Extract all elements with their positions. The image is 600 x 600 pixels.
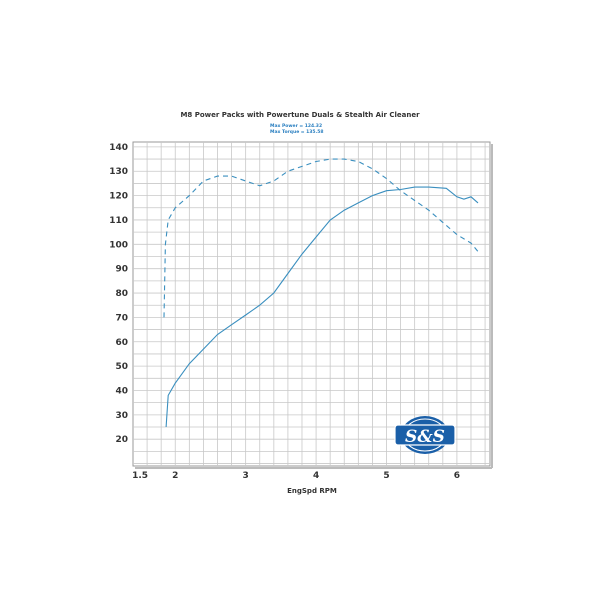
- y-tick-label: 90: [115, 265, 128, 275]
- y-tick-label: 110: [109, 216, 128, 226]
- x-axis-label: EngSpd RPM: [287, 487, 337, 495]
- y-tick-label: 120: [109, 192, 128, 202]
- max-torque-label: Max Torque = 135.58: [270, 130, 324, 135]
- x-tick-label: 1.5: [132, 471, 148, 481]
- y-tick-label: 40: [115, 386, 128, 396]
- x-tick-label: 6: [454, 471, 460, 481]
- plot-area: [132, 141, 491, 467]
- y-tick-label: 20: [115, 435, 128, 445]
- tick-labels: 1.5 2 3 4 5 6 20 30 40 50 60 70 80 90 100 110 120 130 140: [109, 143, 460, 481]
- power-line: [165, 186, 479, 428]
- max-power-label: Max Power = 124.32: [270, 124, 323, 129]
- y-tick-label: 140: [109, 143, 128, 153]
- y-tick-label: 80: [115, 289, 128, 299]
- chart-title: M8 Power Packs with Powertune Duals & St…: [180, 111, 420, 119]
- y-tick-label: 70: [115, 313, 128, 323]
- y-tick-label: 130: [109, 167, 128, 177]
- torque-line: [163, 158, 481, 318]
- y-tick-label: 60: [115, 338, 128, 348]
- max-values: Max Power = 124.32 Max Torque = 135.58: [270, 124, 324, 136]
- y-tick-label: 100: [109, 240, 128, 250]
- svg-text:S&S: S&S: [405, 427, 445, 447]
- grid: [132, 141, 493, 469]
- x-tick-label: 4: [313, 471, 319, 481]
- x-tick-label: 2: [172, 471, 178, 481]
- x-tick-label: 5: [383, 471, 389, 481]
- ss-logo: S&S: [394, 416, 456, 454]
- x-tick-label: 3: [243, 471, 249, 481]
- y-tick-label: 30: [115, 411, 128, 421]
- series-lines: [163, 158, 481, 428]
- y-tick-label: 50: [115, 362, 128, 372]
